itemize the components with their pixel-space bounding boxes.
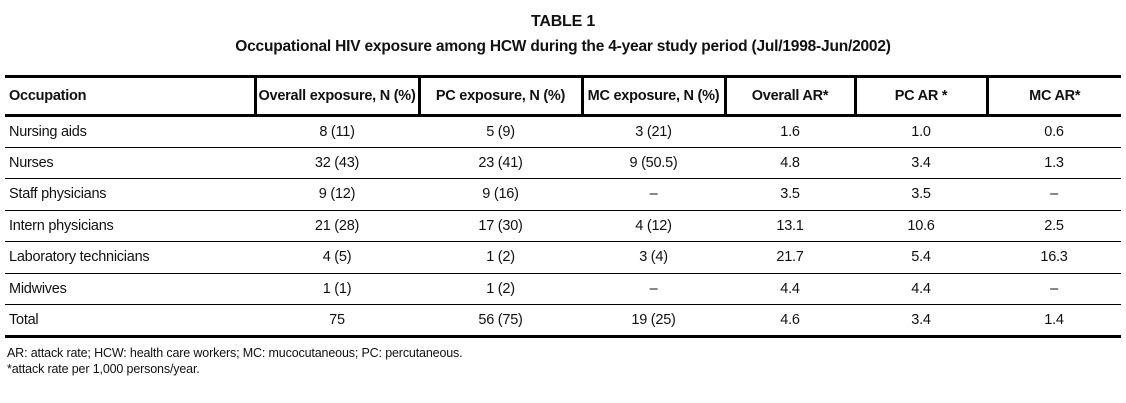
cell-mc-ar: – — [987, 178, 1121, 211]
footnote-attack-rate: *attack rate per 1,000 persons/year. — [7, 361, 200, 376]
cell-pc-exposure: 23 (41) — [419, 147, 582, 179]
cell-overall-ar: 1.6 — [725, 115, 855, 148]
cell-pc-ar: 5.4 — [855, 241, 987, 274]
cell-overall-exposure: 8 (11) — [255, 115, 419, 148]
cell-occupation: Midwives — [5, 273, 255, 305]
cell-pc-ar: 3.5 — [855, 178, 987, 211]
column-header-mc-exposure: MC exposure, N (%) — [580, 76, 725, 117]
cell-occupation: Nurses — [5, 147, 255, 179]
table-row-total: Total 75 56 (75) 19 (25) 4.6 3.4 1.4 — [5, 304, 1121, 338]
cell-mc-exposure: – — [582, 273, 725, 305]
cell-pc-exposure: 56 (75) — [419, 304, 582, 338]
cell-overall-exposure: 75 — [255, 304, 419, 338]
cell-overall-exposure: 32 (43) — [255, 147, 419, 179]
cell-mc-exposure: 3 (21) — [582, 115, 725, 148]
cell-overall-ar: 4.6 — [725, 304, 855, 338]
cell-occupation: Laboratory technicians — [5, 241, 255, 274]
footnote-abbreviations: AR: attack rate; HCW: health care worker… — [7, 345, 463, 360]
header-row: Occupation Overall exposure, N (%) PC ex… — [5, 76, 1121, 117]
cell-overall-ar: 4.4 — [725, 273, 855, 305]
cell-overall-exposure: 21 (28) — [255, 210, 419, 242]
cell-mc-exposure: 9 (50.5) — [582, 147, 725, 179]
cell-mc-exposure: 3 (4) — [582, 241, 725, 274]
cell-overall-exposure: 9 (12) — [255, 178, 419, 211]
table-row-midwives: Midwives 1 (1) 1 (2) – 4.4 4.4 – — [5, 273, 1121, 305]
cell-mc-ar: 16.3 — [987, 241, 1121, 274]
table-row-nurses: Nurses 32 (43) 23 (41) 9 (50.5) 4.8 3.4 … — [5, 147, 1121, 179]
cell-overall-exposure: 1 (1) — [255, 273, 419, 305]
cell-pc-ar: 3.4 — [855, 147, 987, 179]
cell-pc-exposure: 9 (16) — [419, 178, 582, 211]
cell-overall-exposure: 4 (5) — [255, 241, 419, 274]
cell-overall-ar: 4.8 — [725, 147, 855, 179]
cell-occupation: Total — [5, 304, 255, 338]
cell-pc-ar: 1.0 — [855, 115, 987, 148]
table-number: TABLE 1 — [530, 13, 596, 30]
cell-occupation: Nursing aids — [5, 115, 255, 148]
cell-mc-exposure: 19 (25) — [582, 304, 725, 338]
cell-pc-exposure: 1 (2) — [419, 273, 582, 305]
cell-overall-ar: 3.5 — [725, 178, 855, 211]
cell-pc-exposure: 5 (9) — [419, 115, 582, 148]
cell-overall-ar: 13.1 — [725, 210, 855, 242]
cell-mc-exposure: 4 (12) — [582, 210, 725, 242]
cell-mc-ar: 1.4 — [987, 304, 1121, 338]
table-row-nursing-aids: Nursing aids 8 (11) 5 (9) 3 (21) 1.6 1.0… — [5, 115, 1121, 148]
cell-overall-ar: 21.7 — [725, 241, 855, 274]
column-header-occupation: Occupation — [5, 76, 255, 117]
column-header-pc-ar: PC AR * — [853, 76, 987, 117]
column-header-overall-ar: Overall AR* — [723, 76, 855, 117]
cell-pc-ar: 10.6 — [855, 210, 987, 242]
cell-pc-ar: 4.4 — [855, 273, 987, 305]
cell-mc-exposure: – — [582, 178, 725, 211]
cell-mc-ar: 0.6 — [987, 115, 1121, 148]
column-header-mc-ar: MC AR* — [985, 76, 1121, 117]
cell-pc-exposure: 1 (2) — [419, 241, 582, 274]
cell-pc-ar: 3.4 — [855, 304, 987, 338]
table-title: Occupational HIV exposure among HCW duri… — [235, 38, 891, 55]
footnotes-block: AR: attack rate; HCW: health care worker… — [7, 345, 1126, 377]
table-caption-block: TABLE 1 Occupational HIV exposure among … — [0, 0, 1126, 56]
table-row-laboratory-technicians: Laboratory technicians 4 (5) 1 (2) 3 (4)… — [5, 241, 1121, 274]
cell-pc-exposure: 17 (30) — [419, 210, 582, 242]
column-header-pc-exposure: PC exposure, N (%) — [417, 76, 582, 117]
cell-mc-ar: 2.5 — [987, 210, 1121, 242]
cell-occupation: Intern physicians — [5, 210, 255, 242]
cell-mc-ar: – — [987, 273, 1121, 305]
cell-mc-ar: 1.3 — [987, 147, 1121, 179]
table-row-intern-physicians: Intern physicians 21 (28) 17 (30) 4 (12)… — [5, 210, 1121, 242]
column-header-overall-exposure: Overall exposure, N (%) — [253, 76, 419, 117]
table-row-staff-physicians: Staff physicians 9 (12) 9 (16) – 3.5 3.5… — [5, 178, 1121, 211]
hiv-exposure-table: Occupation Overall exposure, N (%) PC ex… — [5, 75, 1121, 338]
cell-occupation: Staff physicians — [5, 178, 255, 211]
